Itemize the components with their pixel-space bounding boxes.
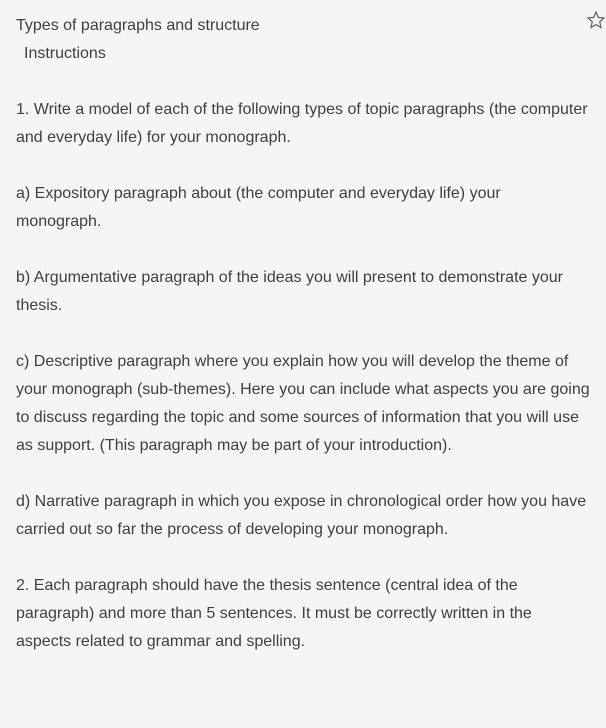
paragraph-b: b) Argumentative paragraph of the ideas … <box>16 264 590 320</box>
paragraph-c: c) Descriptive paragraph where you expla… <box>16 348 590 460</box>
document-subtitle: Instructions <box>16 40 590 68</box>
paragraph-a: a) Expository paragraph about (the compu… <box>16 180 590 236</box>
paragraph-2: 2. Each paragraph should have the thesis… <box>16 572 590 656</box>
paragraph-1: 1. Write a model of each of the followin… <box>16 96 590 152</box>
document-content: Types of paragraphs and structure Instru… <box>0 0 606 672</box>
document-title: Types of paragraphs and structure <box>16 12 590 40</box>
star-icon[interactable] <box>586 10 606 34</box>
paragraph-d: d) Narrative paragraph in which you expo… <box>16 488 590 544</box>
